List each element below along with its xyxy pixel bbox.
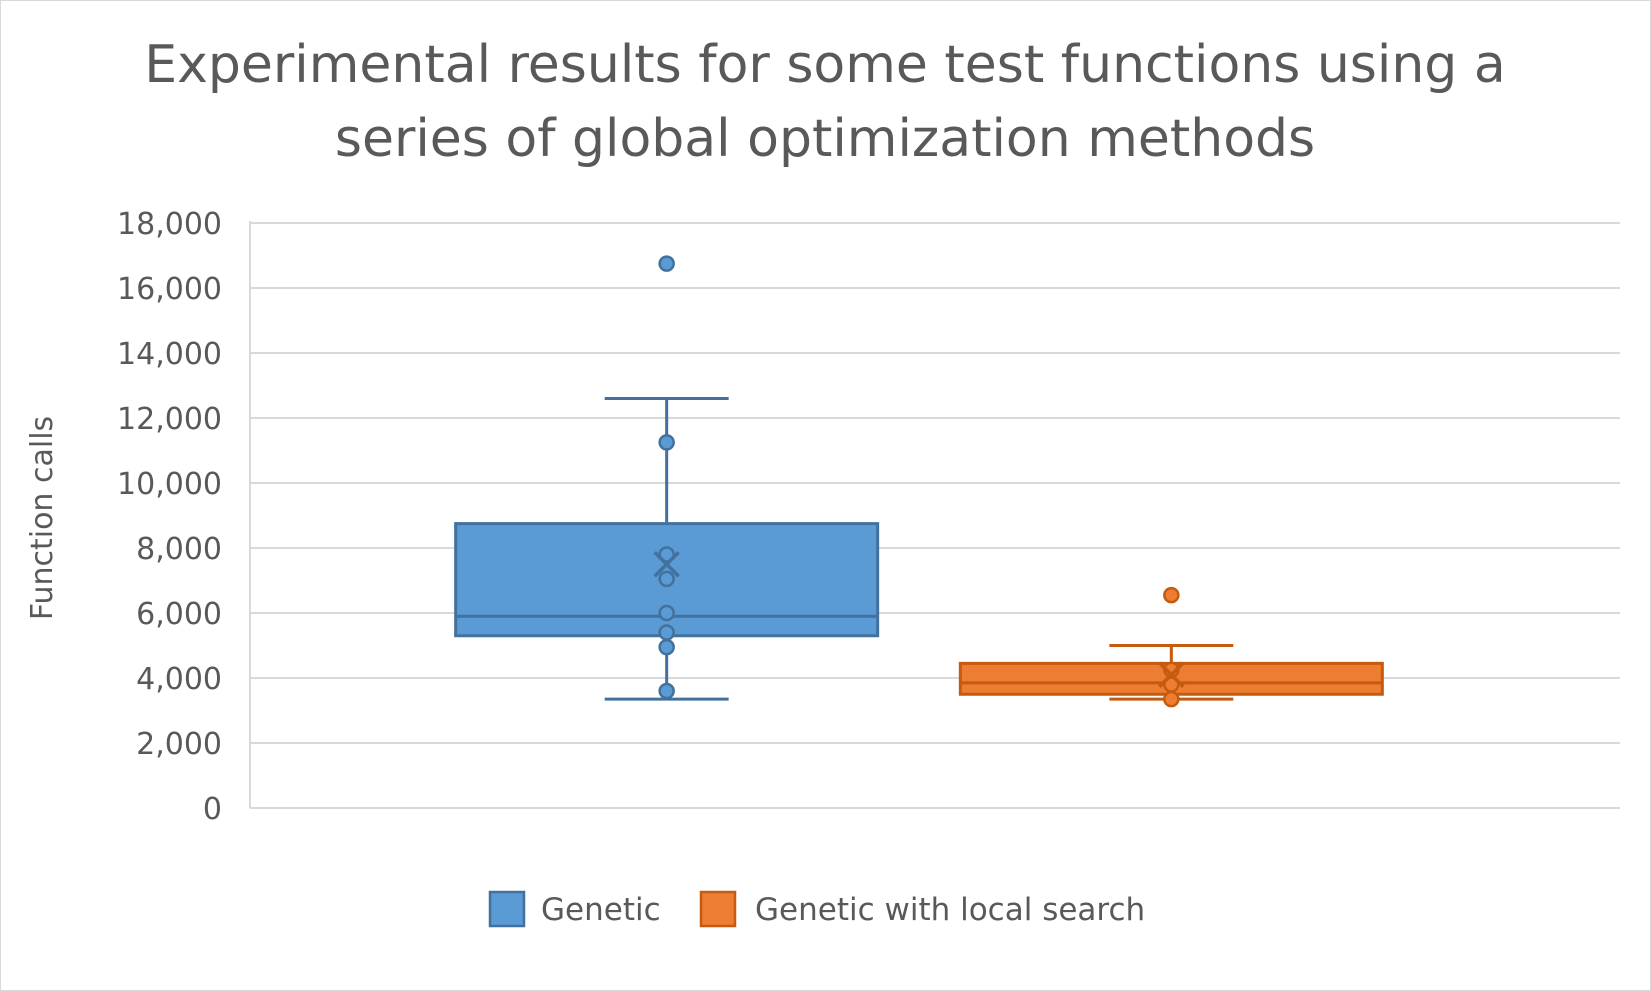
y-tick-label: 6,000	[136, 597, 222, 632]
data-point	[658, 570, 675, 588]
y-tick-label: 10,000	[117, 467, 222, 502]
box-genetic-with-local-search	[958, 586, 1384, 708]
legend-label: Genetic	[541, 892, 661, 928]
data-point	[658, 546, 675, 563]
box-series	[454, 255, 1384, 708]
mean-marker-stroke	[1158, 661, 1185, 688]
mean-marker-stroke	[653, 551, 680, 578]
y-tick-label: 16,000	[117, 272, 222, 307]
y-tick-label: 0	[203, 792, 222, 827]
legend: Genetic Genetic with local search	[488, 890, 1145, 928]
y-axis-label: Function calls	[25, 416, 60, 620]
gridlines	[250, 222, 1620, 809]
legend-item: Genetic with local search	[699, 890, 1145, 928]
mean-marker	[1158, 661, 1185, 688]
y-axis: 0 2,000 4,000 6,000 8,000 10,000 12,000 14,000 1…	[117, 207, 251, 827]
outlier-point	[658, 255, 675, 272]
data-point	[658, 604, 675, 622]
y-tick-label: 8,000	[136, 532, 222, 567]
mean-marker	[653, 551, 680, 578]
legend-swatch	[699, 890, 737, 928]
data-point	[658, 682, 675, 700]
data-point	[658, 434, 675, 451]
y-tick-label: 14,000	[117, 337, 222, 372]
chart-title: Experimental results for some test funct…	[60, 28, 1590, 176]
chart-title-line-2: series of global optimization methods	[334, 109, 1316, 169]
chart-title-line-1: Experimental results for some test funct…	[144, 35, 1506, 95]
data-point	[1163, 690, 1180, 708]
outlier-point	[1163, 586, 1180, 604]
y-tick-label: 2,000	[136, 727, 222, 762]
data-point	[658, 638, 675, 656]
y-tick-label: 18,000	[117, 207, 222, 242]
data-point	[658, 624, 675, 641]
legend-swatch	[488, 890, 526, 928]
y-tick-label: 4,000	[136, 662, 222, 697]
legend-label: Genetic with local search	[755, 892, 1145, 928]
y-tick-label: 12,000	[117, 402, 222, 437]
legend-item: Genetic	[488, 890, 661, 928]
box-genetic	[454, 255, 880, 701]
